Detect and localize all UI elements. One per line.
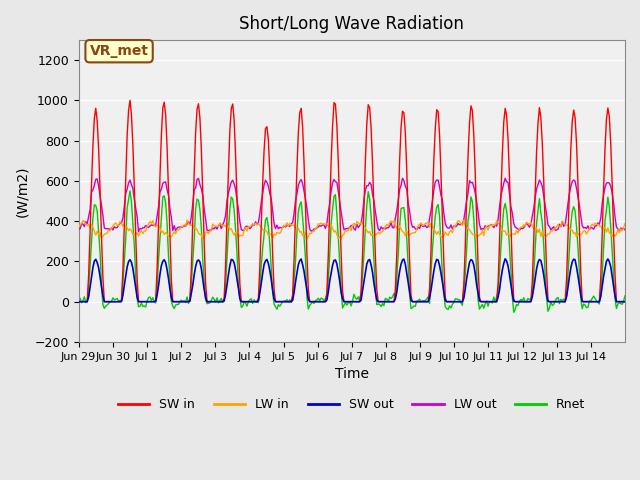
Y-axis label: (W/m2): (W/m2) bbox=[15, 165, 29, 217]
Legend: SW in, LW in, SW out, LW out, Rnet: SW in, LW in, SW out, LW out, Rnet bbox=[113, 394, 591, 417]
Text: VR_met: VR_met bbox=[90, 44, 148, 58]
Title: Short/Long Wave Radiation: Short/Long Wave Radiation bbox=[239, 15, 464, 33]
X-axis label: Time: Time bbox=[335, 367, 369, 381]
